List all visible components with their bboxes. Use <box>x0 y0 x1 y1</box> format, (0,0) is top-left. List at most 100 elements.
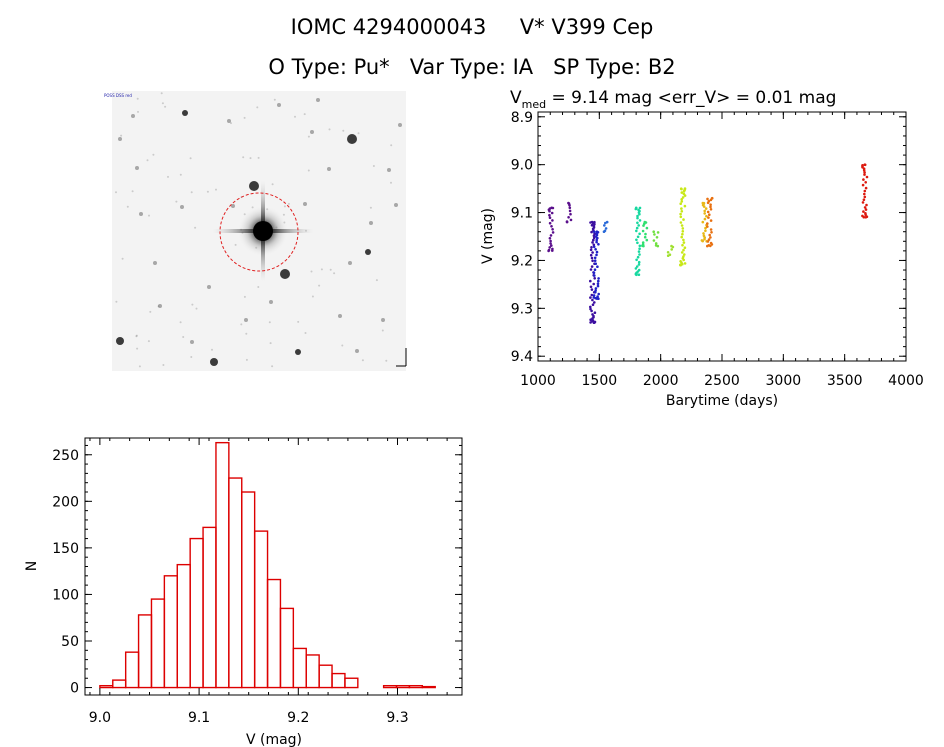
data-point <box>592 245 596 249</box>
data-point <box>635 258 638 262</box>
histogram-ticks: 9.0 9.1 9.2 9.3 0 50 100 150 200 250 <box>52 438 462 726</box>
histogram-bars <box>99 441 436 689</box>
data-point <box>682 238 685 242</box>
data-point <box>638 232 641 236</box>
data-point <box>589 221 592 224</box>
faint-star <box>243 116 246 119</box>
target-star <box>253 221 273 241</box>
light-curve-points <box>547 163 869 325</box>
x-tick-label: 9.1 <box>188 710 210 726</box>
faint-star <box>390 144 393 147</box>
histogram-bar <box>266 578 282 689</box>
data-point <box>706 197 709 201</box>
data-point <box>702 232 705 235</box>
faint-star <box>135 334 138 337</box>
data-point <box>597 297 600 301</box>
data-point <box>641 229 645 233</box>
data-point <box>590 246 593 249</box>
data-point <box>864 181 867 184</box>
data-point <box>550 211 554 215</box>
data-point <box>683 262 687 265</box>
y-tick-label: 100 <box>52 587 79 603</box>
data-point <box>595 240 598 244</box>
field-star <box>295 349 301 355</box>
data-point <box>597 279 600 283</box>
data-point <box>679 202 682 205</box>
data-point <box>643 235 647 239</box>
data-point <box>593 311 597 315</box>
faint-star <box>329 268 332 271</box>
data-point <box>709 244 712 248</box>
data-point <box>864 216 868 219</box>
data-point <box>592 234 596 238</box>
data-point <box>680 200 684 203</box>
histogram-bar <box>344 677 359 689</box>
data-point <box>548 237 552 240</box>
field-star <box>355 349 359 353</box>
data-point <box>591 259 594 263</box>
data-point <box>635 273 638 277</box>
data-point <box>680 251 684 254</box>
faint-star <box>179 321 182 324</box>
data-point <box>706 244 709 248</box>
histogram-bar <box>112 679 127 689</box>
data-point <box>863 192 866 196</box>
data-point <box>861 183 865 187</box>
field-star <box>180 205 184 209</box>
data-point <box>702 205 706 208</box>
data-point <box>656 231 660 234</box>
faint-star <box>328 128 331 131</box>
histogram-frame <box>84 437 463 696</box>
data-point <box>682 241 686 244</box>
faint-star <box>195 307 198 310</box>
data-point <box>589 296 592 299</box>
data-point <box>680 187 683 191</box>
field-star <box>182 110 188 116</box>
data-point <box>862 215 866 219</box>
data-point <box>590 309 593 313</box>
faint-star <box>164 105 167 108</box>
data-point <box>638 247 641 250</box>
data-point <box>550 225 553 228</box>
data-point <box>636 216 639 220</box>
data-point <box>709 203 712 206</box>
y-tick-label: 9.1 <box>511 206 533 222</box>
data-point <box>638 253 641 256</box>
data-point <box>549 242 552 245</box>
data-point <box>596 295 599 298</box>
faint-star <box>320 268 323 271</box>
histogram-bar <box>202 526 217 689</box>
data-point <box>863 206 867 209</box>
data-point <box>568 206 572 210</box>
histogram-bar <box>150 598 166 689</box>
faint-star <box>271 365 274 368</box>
data-point <box>865 203 868 207</box>
faint-star <box>273 98 276 101</box>
histogram-bar <box>408 684 424 689</box>
y-tick-label: 200 <box>52 494 79 510</box>
data-point <box>590 265 594 268</box>
light-curve-ylabel: V (mag) <box>480 208 496 264</box>
title-v: V <box>510 88 522 108</box>
faint-star <box>190 191 193 194</box>
data-point <box>590 230 593 234</box>
faint-star <box>149 310 152 313</box>
x-tick-label: 1500 <box>582 373 618 389</box>
data-point <box>637 260 641 264</box>
data-point <box>549 234 553 237</box>
data-point <box>862 169 866 172</box>
data-point <box>548 209 551 213</box>
light-curve-ticks: 1000 1500 2000 2500 3000 3500 4000 8.9 9.0 9.1 9.2… <box>511 110 924 389</box>
data-point <box>679 263 682 267</box>
faint-star <box>182 336 185 338</box>
data-point <box>680 224 684 227</box>
field-star <box>158 304 162 308</box>
data-point <box>595 250 599 254</box>
data-point <box>710 231 713 234</box>
data-point <box>864 208 868 211</box>
data-point <box>596 282 600 286</box>
data-point <box>634 207 638 211</box>
faint-star <box>271 183 274 186</box>
x-tick-label: 9.0 <box>89 710 111 726</box>
data-point <box>681 227 685 230</box>
